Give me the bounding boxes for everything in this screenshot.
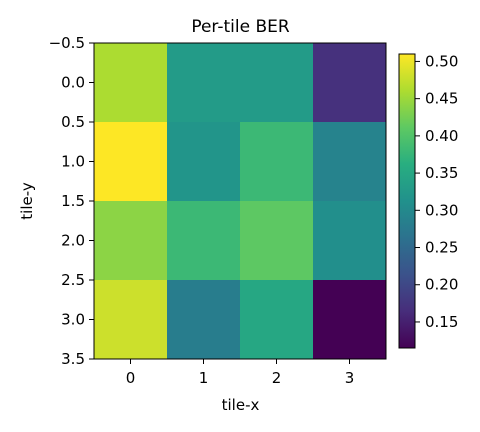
heatmap-cell-r1-c0: [94, 122, 167, 201]
heatmap-cell-r0-c1: [167, 43, 240, 122]
heatmap-cell-r1-c3: [313, 122, 386, 201]
y-tick-label: 2.0: [61, 232, 85, 250]
colorbar-tick-label: 0.15: [425, 313, 458, 331]
colorbar-tick-label: 0.20: [425, 276, 458, 294]
heatmap-cell-r2-c3: [313, 201, 386, 280]
heatmap-cell-r0-c2: [240, 43, 313, 122]
colorbar-axis: 0.15 0.20 0.25 0.30 0.35 0.40 0.45 0.50: [415, 52, 458, 331]
x-tick-label: 2: [272, 369, 282, 387]
heatmap-cell-r3-c0: [94, 280, 167, 359]
x-axis: 0 1 2 3: [126, 359, 355, 387]
chart-title: Per-tile BER: [191, 17, 290, 37]
heatmap-cell-r0-c0: [94, 43, 167, 122]
heatmap-cell-r0-c3: [313, 43, 386, 122]
x-tick-label: 0: [126, 369, 136, 387]
y-tick-label: 2.5: [61, 271, 85, 289]
heatmap-cell-r3-c1: [167, 280, 240, 359]
colorbar-tick-label: 0.45: [425, 90, 458, 108]
colorbar-tick-label: 0.50: [425, 52, 458, 70]
heatmap-cell-r2-c1: [167, 201, 240, 280]
heatmap-cell-r1-c1: [167, 122, 240, 201]
heatmap-cells: [94, 43, 386, 359]
y-tick-label: 1.0: [61, 153, 85, 171]
y-tick-label: 1.5: [61, 192, 85, 210]
x-tick-label: 1: [199, 369, 209, 387]
y-axis: −0.5 0.0 0.5 1.0 1.5 2.0 2.5 3.0 3.5: [49, 34, 94, 368]
y-tick-label: −0.5: [49, 34, 85, 52]
y-tick-label: 0.5: [61, 113, 85, 131]
heatmap-cell-r2-c0: [94, 201, 167, 280]
y-tick-label: 3.0: [61, 311, 85, 329]
colorbar: [398, 53, 416, 349]
colorbar-tick-label: 0.30: [425, 201, 458, 219]
heatmap-cell-r1-c2: [240, 122, 313, 201]
x-tick-label: 3: [345, 369, 355, 387]
x-axis-label: tile-x: [222, 396, 260, 414]
y-axis-label: tile-y: [18, 182, 36, 220]
heatmap-cell-r3-c2: [240, 280, 313, 359]
colorbar-tick-label: 0.35: [425, 164, 458, 182]
heatmap-cell-r2-c2: [240, 201, 313, 280]
colorbar-tick-label: 0.25: [425, 239, 458, 257]
colorbar-tick-label: 0.40: [425, 127, 458, 145]
heatmap-cell-r3-c3: [313, 280, 386, 359]
y-tick-label: 0.0: [61, 74, 85, 92]
y-tick-label: 3.5: [61, 350, 85, 368]
